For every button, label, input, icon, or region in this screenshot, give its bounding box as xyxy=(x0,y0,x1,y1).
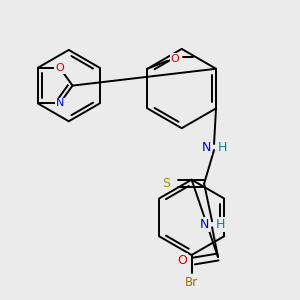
Text: O: O xyxy=(171,54,179,64)
Text: N: N xyxy=(200,218,209,231)
Text: O: O xyxy=(55,63,64,73)
Text: N: N xyxy=(56,98,64,108)
Text: Br: Br xyxy=(185,276,198,289)
Text: S: S xyxy=(163,177,170,190)
Text: O: O xyxy=(177,254,187,268)
Text: H: H xyxy=(217,140,227,154)
Text: H: H xyxy=(215,218,225,231)
Text: N: N xyxy=(201,140,211,154)
